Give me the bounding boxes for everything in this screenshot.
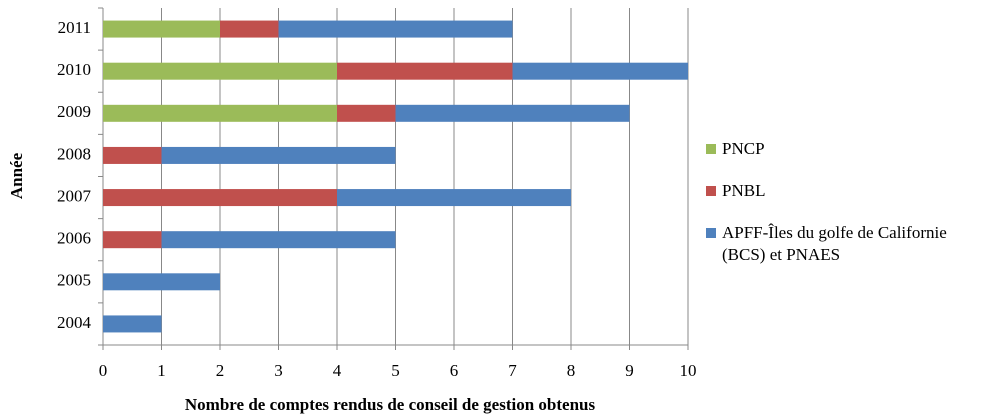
x-tick-label: 3: [274, 361, 283, 380]
x-tick-label: 10: [680, 361, 697, 380]
x-tick-label: 7: [508, 361, 517, 380]
legend-label: APFF-Îles du golfe de Californie (BCS) e…: [722, 223, 947, 264]
bar-segment: [103, 189, 337, 207]
bar-segment: [395, 104, 630, 122]
legend-label: PNBL: [722, 181, 766, 200]
y-tick-label: 2007: [57, 186, 92, 205]
bar-segment: [220, 20, 279, 38]
bar-segment: [103, 104, 337, 122]
x-tick-label: 0: [99, 361, 108, 380]
x-tick-label: 5: [391, 361, 400, 380]
x-tick-label: 6: [450, 361, 459, 380]
bar-segment: [103, 273, 220, 291]
y-tick-label: 2011: [58, 18, 91, 37]
bar-segment: [103, 62, 337, 80]
y-tick-label: 2009: [57, 102, 91, 121]
legend-item: PNBL: [706, 180, 976, 202]
bar-segment: [278, 20, 513, 38]
y-tick-label: 2006: [57, 229, 91, 248]
y-tick-label: 2008: [57, 144, 91, 163]
y-tick-label: 2005: [57, 271, 91, 290]
x-axis-title: Nombre de comptes rendus de conseil de g…: [185, 395, 596, 414]
y-tick-label: 2010: [57, 60, 91, 79]
legend-item: APFF-Îles du golfe de Californie (BCS) e…: [706, 222, 976, 266]
bar-segment: [161, 231, 396, 249]
bar-segment: [103, 231, 162, 249]
y-tick-label: 2004: [57, 313, 92, 332]
legend-swatch: [706, 186, 716, 196]
bar-segment: [337, 189, 571, 207]
legend: PNCP PNBL APFF-Îles du golfe de Californie…: [706, 138, 976, 286]
x-tick-label: 8: [567, 361, 576, 380]
y-axis-title: Année: [7, 152, 26, 199]
x-tick-label: 2: [216, 361, 225, 380]
legend-swatch: [706, 228, 716, 238]
bar-segment: [103, 146, 162, 164]
x-tick-label: 4: [333, 361, 342, 380]
legend-label: PNCP: [722, 139, 765, 158]
bar-segment: [103, 20, 220, 38]
bar-segment: [161, 146, 396, 164]
x-tick-label: 9: [625, 361, 634, 380]
x-tick-label: 1: [157, 361, 166, 380]
bar-segment: [337, 104, 396, 122]
bar-segment: [337, 62, 513, 80]
bar-segment: [512, 62, 688, 80]
legend-item: PNCP: [706, 138, 976, 160]
legend-swatch: [706, 144, 716, 154]
bar-segment: [103, 315, 162, 333]
